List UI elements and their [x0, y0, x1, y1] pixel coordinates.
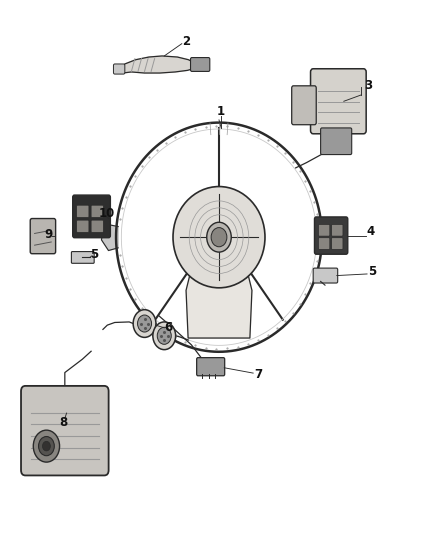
Circle shape	[207, 222, 231, 252]
FancyBboxPatch shape	[313, 268, 338, 283]
Circle shape	[157, 327, 171, 344]
Text: 2: 2	[182, 35, 190, 48]
Circle shape	[42, 441, 50, 451]
Circle shape	[33, 430, 60, 462]
FancyBboxPatch shape	[71, 252, 94, 263]
FancyBboxPatch shape	[91, 220, 103, 232]
Text: 7: 7	[254, 368, 262, 381]
FancyBboxPatch shape	[77, 205, 89, 217]
Circle shape	[138, 315, 152, 332]
Circle shape	[211, 228, 227, 247]
FancyBboxPatch shape	[30, 219, 56, 254]
Text: 1: 1	[217, 106, 225, 118]
FancyBboxPatch shape	[332, 224, 343, 236]
Text: 5: 5	[368, 265, 376, 278]
Text: 4: 4	[366, 225, 374, 238]
Circle shape	[153, 322, 176, 350]
Text: 8: 8	[60, 416, 67, 429]
Text: 5: 5	[90, 248, 98, 261]
Polygon shape	[102, 224, 118, 251]
FancyBboxPatch shape	[318, 224, 330, 236]
FancyBboxPatch shape	[332, 238, 343, 249]
FancyBboxPatch shape	[311, 69, 366, 134]
FancyBboxPatch shape	[77, 220, 89, 232]
Circle shape	[133, 310, 156, 337]
Text: 10: 10	[99, 207, 116, 220]
Text: 3: 3	[364, 79, 372, 92]
Text: 6: 6	[165, 321, 173, 334]
Polygon shape	[120, 56, 197, 73]
FancyBboxPatch shape	[197, 358, 225, 376]
FancyBboxPatch shape	[73, 195, 110, 238]
Ellipse shape	[173, 187, 265, 288]
Circle shape	[39, 437, 54, 456]
FancyBboxPatch shape	[21, 386, 109, 475]
FancyBboxPatch shape	[292, 86, 316, 125]
Text: 9: 9	[44, 228, 52, 241]
Polygon shape	[186, 273, 252, 338]
FancyBboxPatch shape	[318, 238, 330, 249]
FancyBboxPatch shape	[91, 205, 103, 217]
FancyBboxPatch shape	[314, 217, 348, 254]
FancyBboxPatch shape	[113, 64, 125, 74]
FancyBboxPatch shape	[321, 128, 352, 155]
Polygon shape	[320, 224, 336, 251]
FancyBboxPatch shape	[191, 58, 210, 71]
